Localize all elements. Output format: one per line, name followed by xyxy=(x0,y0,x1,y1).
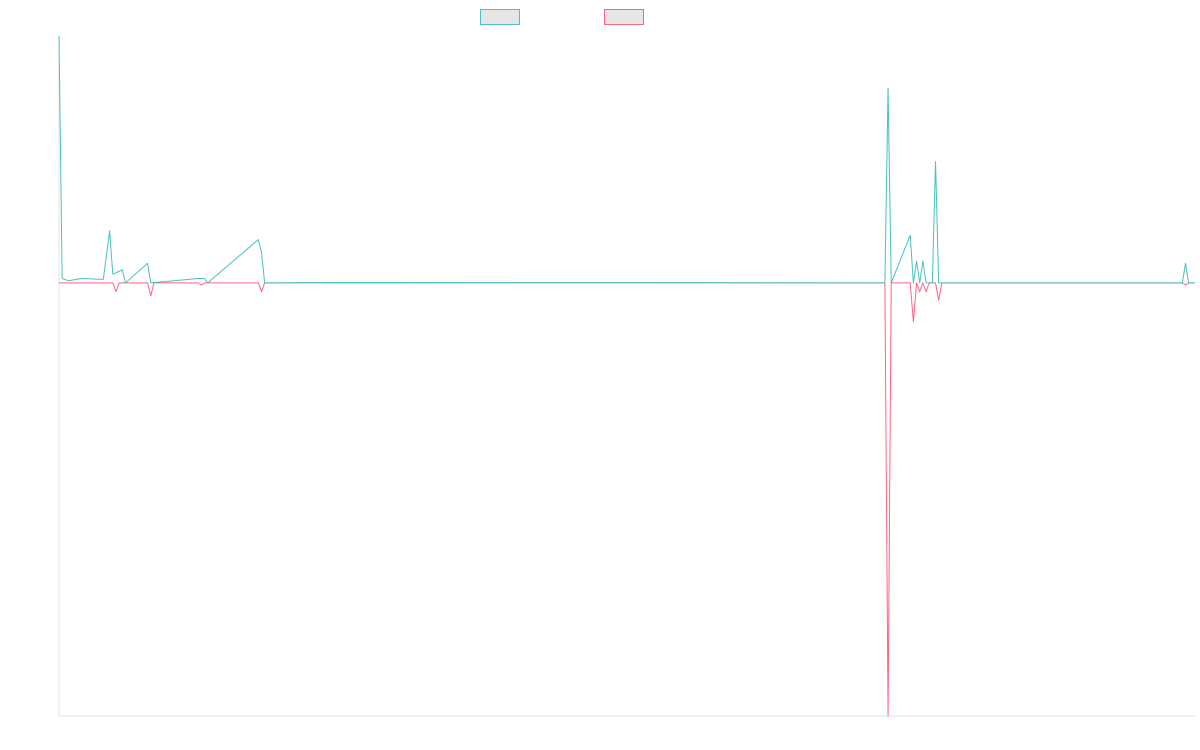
series-line-2 xyxy=(59,282,1195,717)
legend-swatch-series-1[interactable] xyxy=(480,9,520,25)
series-lines xyxy=(58,35,1195,717)
legend-swatch-series-2[interactable] xyxy=(604,9,644,25)
series-line-1 xyxy=(58,35,1195,284)
legend xyxy=(0,9,1200,27)
axes xyxy=(58,36,1195,717)
